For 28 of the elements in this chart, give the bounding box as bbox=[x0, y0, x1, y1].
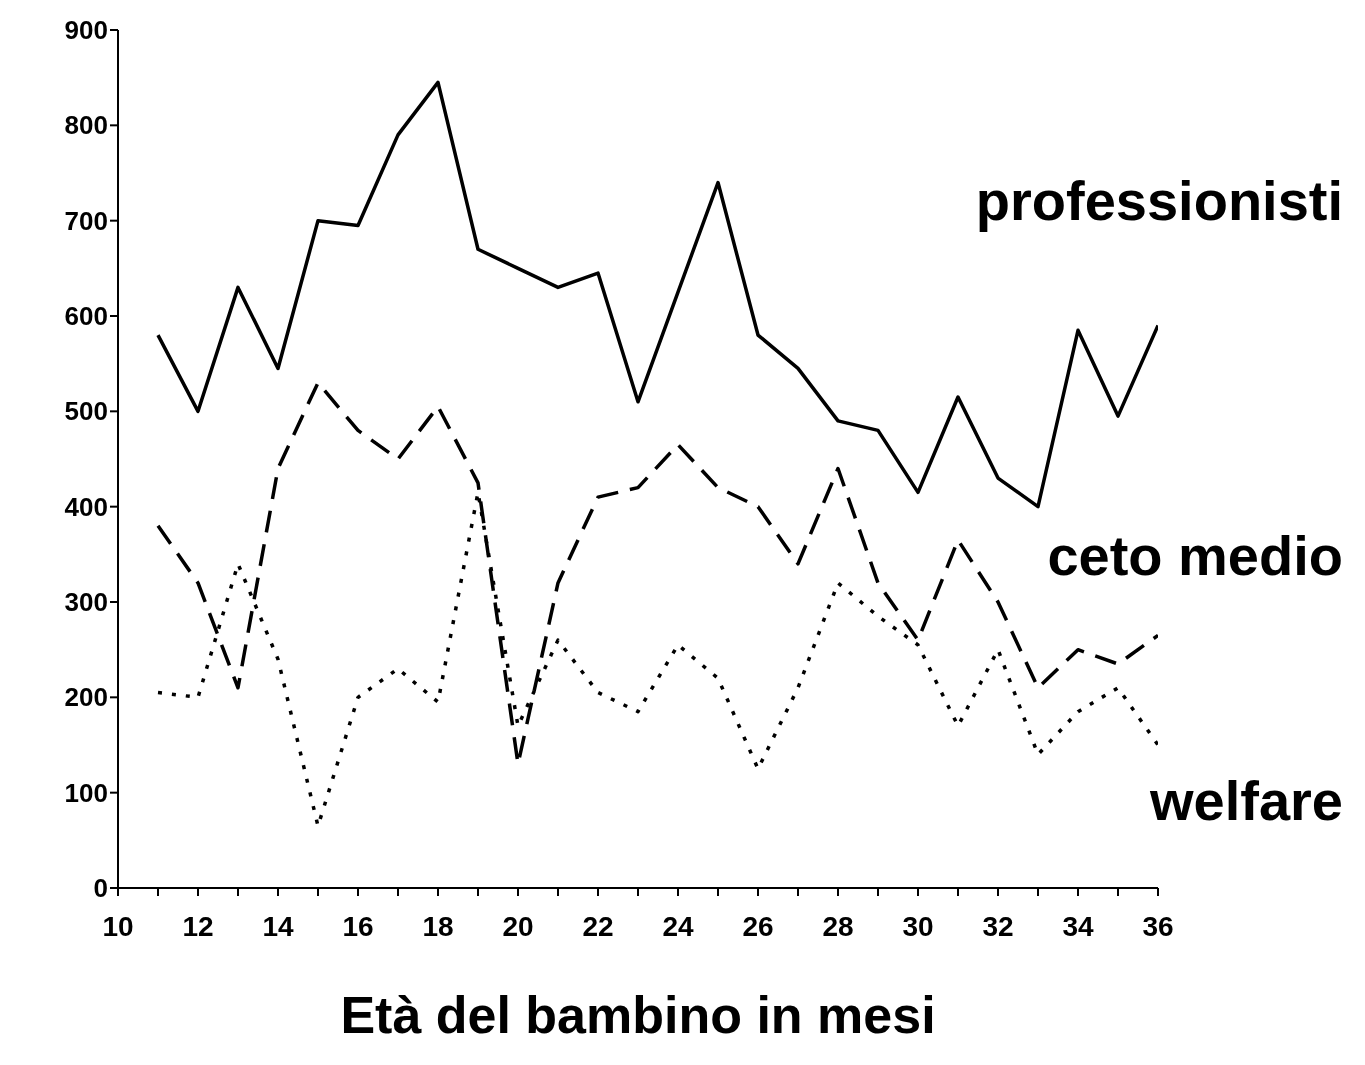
x-axis-title: Età del bambino in mesi bbox=[340, 986, 936, 1044]
y-tick-label: 100 bbox=[64, 777, 108, 808]
y-tick-label: 900 bbox=[64, 15, 108, 45]
x-tick-label: 20 bbox=[502, 910, 534, 942]
x-tick-label: 14 bbox=[262, 910, 294, 942]
x-tick-label: 22 bbox=[582, 910, 614, 942]
y-tick-label: 800 bbox=[64, 110, 108, 141]
x-tick-label: 28 bbox=[822, 910, 854, 942]
x-tick-label: 12 bbox=[182, 910, 214, 942]
y-tick-label: 0 bbox=[93, 873, 108, 903]
x-tick-label: 30 bbox=[902, 910, 934, 942]
y-tick-label: 200 bbox=[64, 682, 108, 713]
y-tick-label: 500 bbox=[64, 396, 108, 427]
x-tick-label: 16 bbox=[342, 910, 374, 942]
x-tick-label: 18 bbox=[422, 910, 454, 942]
x-tick-label: 32 bbox=[982, 910, 1014, 942]
y-tick-label: 300 bbox=[64, 587, 108, 617]
y-tick-label: 400 bbox=[64, 491, 108, 522]
x-tick-label: 26 bbox=[742, 910, 774, 942]
x-tick-label: 36 bbox=[1142, 910, 1174, 942]
y-tick-label: 700 bbox=[64, 205, 108, 236]
x-tick-label: 24 bbox=[662, 910, 694, 942]
text: professionisti bbox=[975, 169, 1343, 233]
x-tick-label: 34 bbox=[1062, 910, 1094, 942]
x-tick-label: 10 bbox=[102, 910, 134, 942]
series-label: ceto medio bbox=[1047, 524, 1343, 588]
series-label: welfare bbox=[1149, 768, 1343, 832]
y-tick-label: 600 bbox=[64, 301, 108, 331]
